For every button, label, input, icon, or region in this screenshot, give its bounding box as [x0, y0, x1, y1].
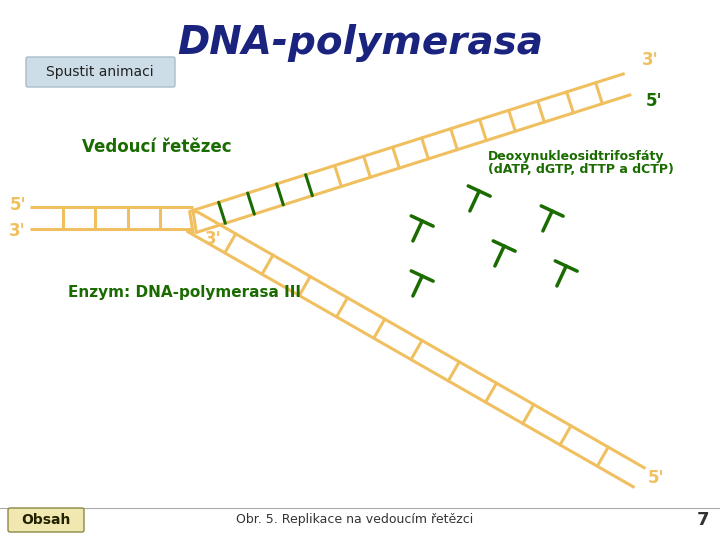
FancyBboxPatch shape — [8, 508, 84, 532]
Text: 7: 7 — [697, 511, 709, 529]
FancyBboxPatch shape — [26, 57, 175, 87]
Text: Obsah: Obsah — [22, 513, 71, 527]
Text: Enzym: DNA-polymerasa III: Enzym: DNA-polymerasa III — [68, 285, 301, 300]
Text: 5': 5' — [648, 469, 665, 487]
Text: Deoxynukleosidtrifosfáty: Deoxynukleosidtrifosfáty — [488, 150, 665, 163]
Text: DNA-polymerasa: DNA-polymerasa — [177, 24, 543, 62]
Text: (dATP, dGTP, dTTP a dCTP): (dATP, dGTP, dTTP a dCTP) — [488, 163, 674, 176]
Text: Vedoucí řetězec: Vedoucí řetězec — [82, 138, 232, 156]
Text: 3': 3' — [9, 222, 26, 240]
Text: 5': 5' — [646, 92, 662, 110]
Text: 3': 3' — [642, 51, 659, 69]
Text: Obr. 5. Replikace na vedoucím řetězci: Obr. 5. Replikace na vedoucím řetězci — [236, 514, 474, 526]
Text: 3': 3' — [205, 230, 222, 248]
Text: 5': 5' — [9, 196, 26, 214]
Text: Spustit animaci: Spustit animaci — [46, 65, 154, 79]
